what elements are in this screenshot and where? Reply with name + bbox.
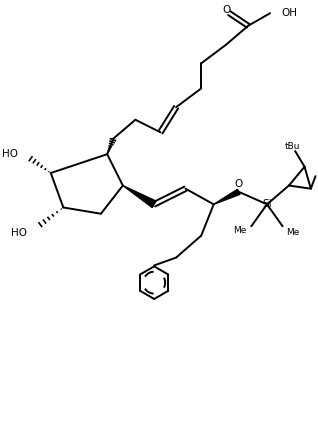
Polygon shape: [214, 189, 240, 204]
Text: Me: Me: [233, 227, 246, 235]
Text: HO: HO: [11, 227, 27, 238]
Polygon shape: [123, 186, 156, 208]
Text: Si: Si: [262, 199, 272, 209]
Text: tBu: tBu: [284, 142, 300, 151]
Text: Me: Me: [286, 228, 299, 237]
Text: OH: OH: [281, 8, 297, 18]
Text: HO: HO: [2, 149, 18, 159]
Text: O: O: [222, 5, 230, 15]
Text: O: O: [235, 179, 243, 189]
